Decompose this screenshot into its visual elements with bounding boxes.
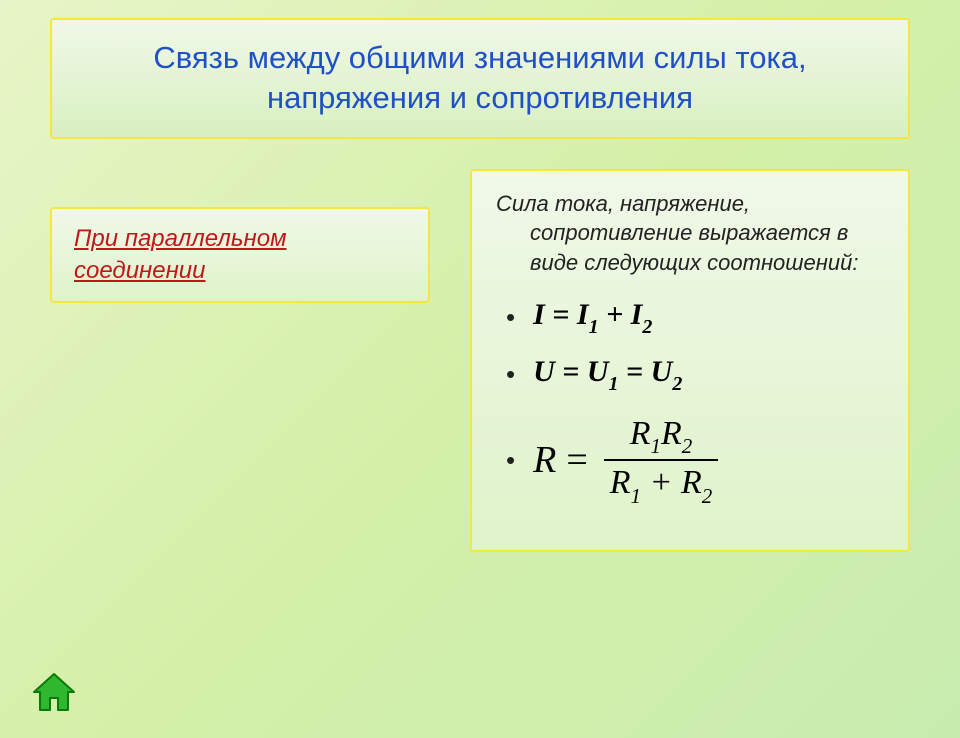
- subtitle-text: При параллельном соединении: [74, 223, 406, 288]
- formulas-box: Сила тока, напряжение, сопротивление выр…: [470, 169, 910, 552]
- content-area: При параллельном соединении Сила тока, н…: [0, 169, 960, 552]
- subtitle-box: При параллельном соединении: [50, 207, 430, 304]
- formula-current: • I = I1 + I2: [506, 298, 884, 337]
- left-column: При параллельном соединении: [50, 169, 430, 552]
- bullet-icon: •: [506, 304, 515, 330]
- formula-resistance: • R= R1R2 R1 + R2: [506, 412, 884, 508]
- formula-current-text: I = I1 + I2: [533, 298, 652, 337]
- formula-voltage-text: U = U1 = U2: [533, 355, 682, 394]
- home-icon[interactable]: [30, 668, 78, 716]
- fraction: R1R2 R1 + R2: [604, 412, 719, 508]
- page-title: Связь между общими значениями силы тока,…: [82, 38, 878, 119]
- bullet-icon: •: [506, 361, 515, 387]
- formula-voltage: • U = U1 = U2: [506, 355, 884, 394]
- formula-resistance-text: R= R1R2 R1 + R2: [533, 412, 718, 508]
- description-text: Сила тока, напряжение, сопротивление выр…: [496, 189, 884, 278]
- bullet-icon: •: [506, 447, 515, 473]
- title-box: Связь между общими значениями силы тока,…: [50, 18, 910, 139]
